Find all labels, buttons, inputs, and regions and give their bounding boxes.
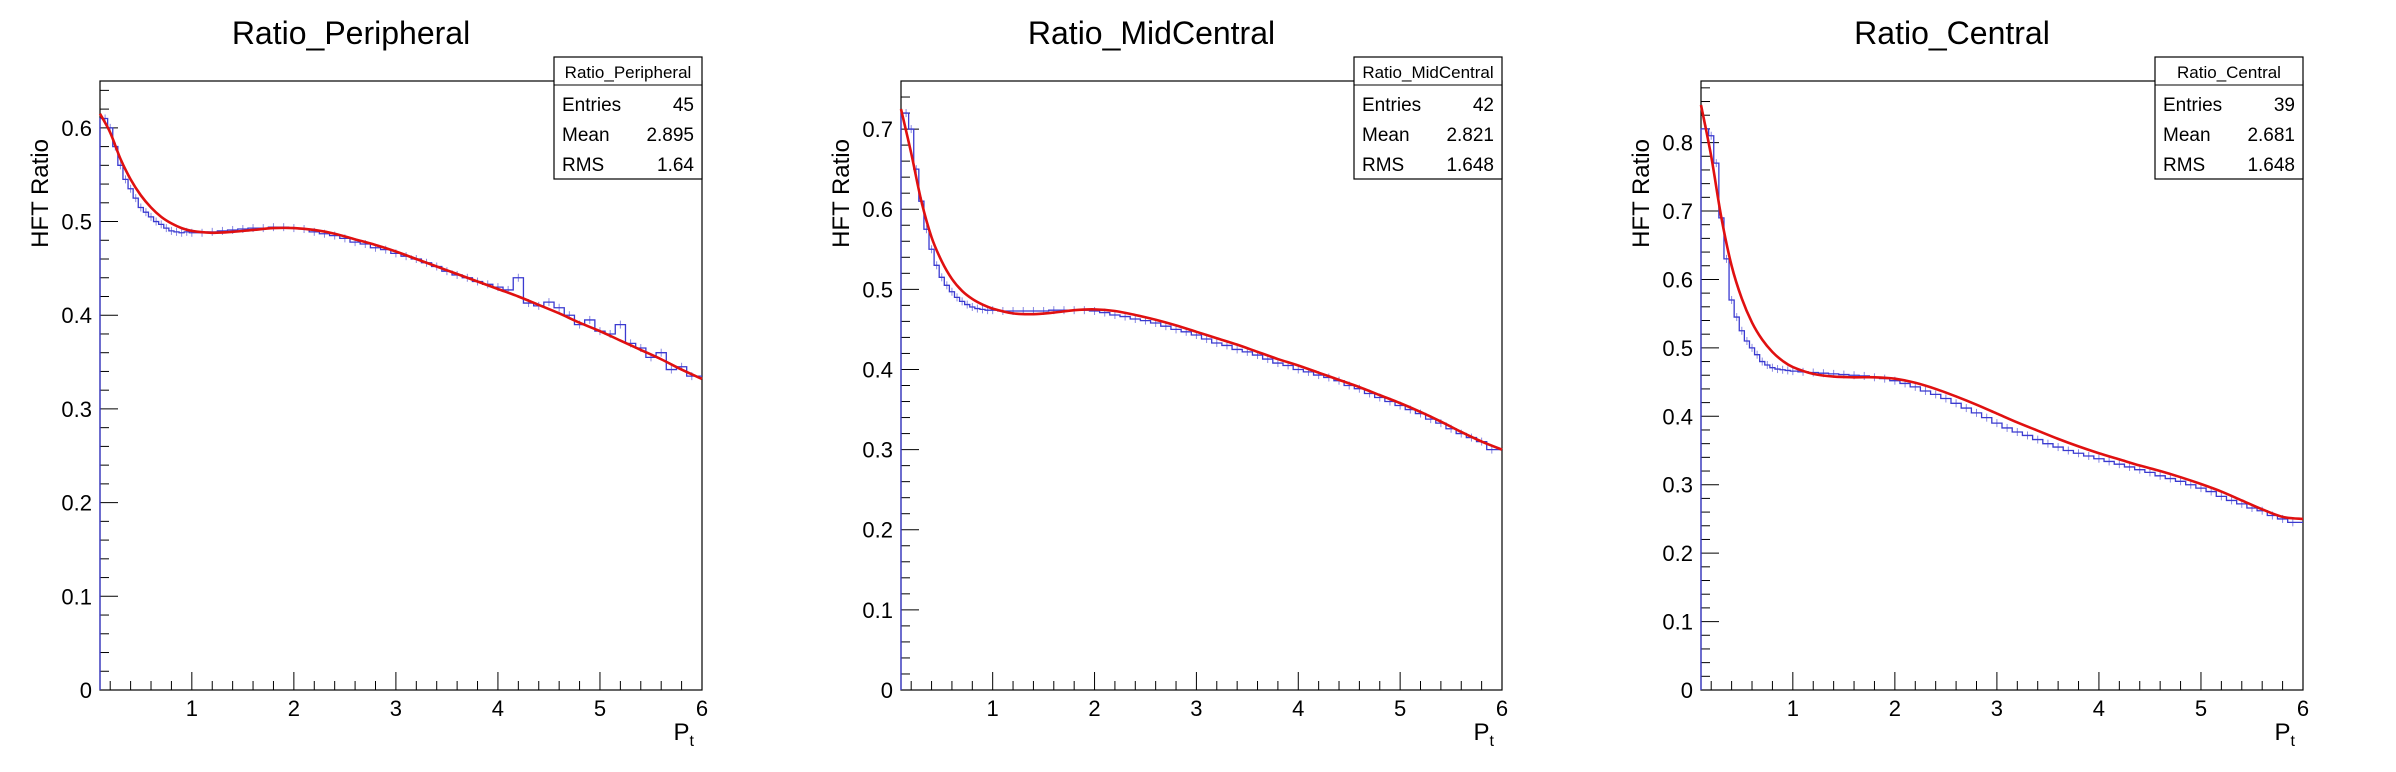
chart-title: Ratio_Peripheral (232, 15, 470, 51)
x-tick-label: 4 (1292, 696, 1304, 721)
y-tick-label: 0.4 (862, 357, 893, 382)
stats-value: 39 (2274, 95, 2295, 116)
stats-value: 42 (1473, 95, 1494, 116)
y-tick-label: 0.1 (61, 584, 92, 609)
y-tick-label: 0.5 (862, 277, 893, 302)
y-tick-label: 0.8 (1662, 131, 1693, 156)
stats-label: RMS (562, 155, 604, 176)
x-tick-label: 1 (1787, 696, 1799, 721)
y-tick-label: 0.4 (1662, 404, 1693, 429)
y-tick-label: 0.4 (61, 303, 92, 328)
fit-curve (1699, 104, 2304, 521)
y-tick-label: 0.6 (61, 116, 92, 141)
stats-label: Entries (2163, 95, 2222, 116)
stats-box-title: Ratio_Peripheral (565, 63, 692, 82)
y-tick-label: 0 (80, 678, 92, 703)
y-tick-label: 0.3 (61, 397, 92, 422)
y-tick-label: 0.2 (1662, 541, 1693, 566)
stats-box-title: Ratio_MidCentral (1362, 63, 1493, 82)
x-axis-label: Pt (2275, 719, 2296, 750)
histogram-series (900, 112, 1502, 690)
x-tick-label: 3 (390, 696, 402, 721)
x-tick-label: 3 (1190, 696, 1202, 721)
y-tick-label: 0.1 (862, 598, 893, 623)
stats-box-frame (1353, 56, 1503, 180)
stats-value: 2.681 (2247, 125, 2295, 146)
stats-value: 45 (673, 95, 694, 116)
x-tick-label: 2 (1889, 696, 1901, 721)
stats-label: RMS (2163, 155, 2205, 176)
x-axis-label: Pt (1474, 719, 1495, 750)
x-axis-label-subscript: t (690, 733, 695, 750)
stats-box-frame (553, 56, 703, 180)
stats-label: Entries (1362, 95, 1421, 116)
stats-value: 2.895 (646, 125, 694, 146)
stats-label: Entries (562, 95, 621, 116)
x-tick-label: 6 (2297, 696, 2309, 721)
y-axis-label: HFT Ratio (828, 139, 855, 248)
stats-value: 1.648 (1446, 155, 1494, 176)
stats-box-title: Ratio_Central (2177, 63, 2281, 82)
x-tick-label: 2 (288, 696, 300, 721)
x-tick-label: 4 (2093, 696, 2105, 721)
y-axis-label: HFT Ratio (1628, 139, 1655, 248)
y-axis-label: HFT Ratio (27, 139, 54, 248)
y-tick-label: 0 (1681, 678, 1693, 703)
y-tick-label: 0.7 (862, 117, 893, 142)
x-tick-label: 1 (987, 696, 999, 721)
fit-curve (98, 113, 703, 381)
stats-box-frame (2154, 56, 2304, 180)
y-tick-label: 0.2 (61, 491, 92, 516)
stats-label: Mean (562, 125, 610, 146)
y-tick-label: 0.2 (862, 518, 893, 543)
x-tick-label: 3 (1991, 696, 2003, 721)
x-tick-label: 5 (2195, 696, 2207, 721)
stats-value: 1.64 (657, 155, 694, 176)
y-tick-label: 0.1 (1662, 610, 1693, 635)
stats-box: Ratio_Central Entries 39 Mean 2.681 RMS 1.648 (2154, 56, 2304, 180)
stats-label: Mean (2163, 125, 2211, 146)
chart-2: Ratio_MidCentral 1 2 3 4 5 6 0 0.1 0.2 0.3 0.4 0.5 0.… (828, 15, 1508, 750)
y-tick-label: 0.3 (1662, 473, 1693, 498)
x-axis-label-subscript: t (2291, 733, 2296, 750)
chart-title: Ratio_MidCentral (1028, 15, 1275, 51)
y-tick-label: 0.6 (1662, 267, 1693, 292)
x-tick-label: 5 (1394, 696, 1406, 721)
stats-label: Mean (1362, 125, 1410, 146)
chart-3: Ratio_Central 1 2 3 4 5 6 0 0.1 0.2 0.3 0.4 0.5 0.6 0.… (1628, 15, 2309, 750)
histogram-series (1700, 128, 2303, 690)
x-axis-label-subscript: t (1490, 733, 1495, 750)
y-tick-label: 0.5 (1662, 336, 1693, 361)
chart-title: Ratio_Central (1854, 15, 2050, 51)
x-axis-label: Pt (674, 719, 695, 750)
y-tick-label: 0.3 (862, 438, 893, 463)
x-tick-label: 1 (186, 696, 198, 721)
x-tick-label: 5 (594, 696, 606, 721)
y-tick-label: 0.5 (61, 210, 92, 235)
x-tick-label: 2 (1088, 696, 1100, 721)
x-tick-label: 6 (1496, 696, 1508, 721)
y-tick-label: 0.6 (862, 197, 893, 222)
y-tick-label: 0 (881, 678, 893, 703)
x-tick-label: 6 (696, 696, 708, 721)
stats-box: Ratio_MidCentral Entries 42 Mean 2.821 RMS 1.6… (1353, 56, 1503, 180)
stats-value: 1.648 (2247, 155, 2295, 176)
x-tick-label: 4 (492, 696, 504, 721)
fit-curve (899, 108, 1503, 451)
stats-box: Ratio_Peripheral Entries 45 Mean 2.895 RMS 1.6… (553, 56, 703, 180)
stats-label: RMS (1362, 155, 1404, 176)
stats-value: 2.821 (1446, 125, 1494, 146)
y-tick-label: 0.7 (1662, 199, 1693, 224)
